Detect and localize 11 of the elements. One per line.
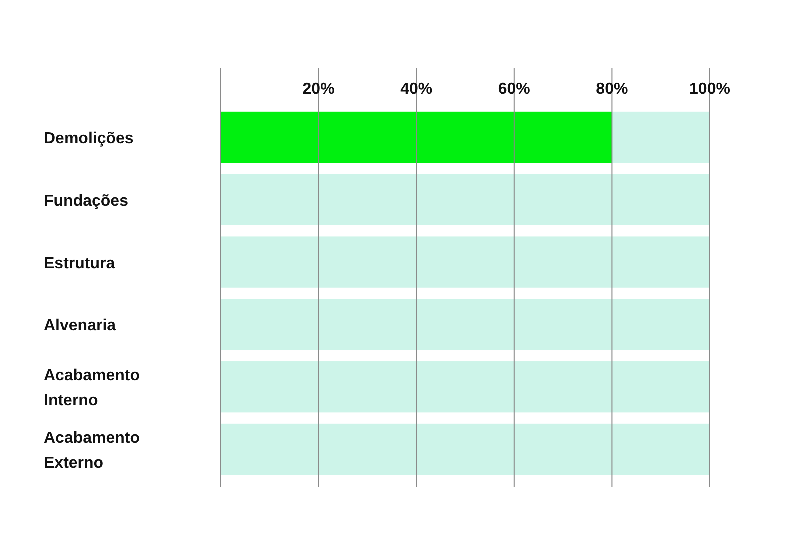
y-tick-label: Fundações bbox=[44, 192, 129, 210]
y-tick-label: Acabamento Externo bbox=[44, 430, 140, 472]
x-tick-label: 100% bbox=[690, 81, 730, 98]
y-tick-label: Demolições bbox=[44, 130, 134, 148]
y-tick-label: Alvenaria bbox=[44, 318, 116, 335]
x-tick-label: 60% bbox=[498, 81, 530, 98]
x-tick-label: 20% bbox=[302, 81, 335, 98]
y-tick-label: Estrutura bbox=[44, 255, 116, 272]
x-tick-label: 80% bbox=[596, 81, 628, 98]
y-tick-label: Acabamento Interno bbox=[44, 368, 140, 410]
x-tick-label: 40% bbox=[400, 81, 433, 98]
